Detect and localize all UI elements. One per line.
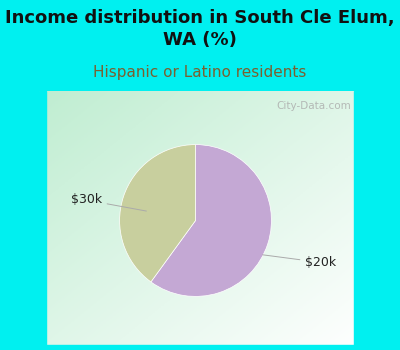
- Text: Hispanic or Latino residents: Hispanic or Latino residents: [93, 65, 307, 80]
- Bar: [354, 91, 361, 350]
- Text: $20k: $20k: [262, 255, 336, 269]
- Bar: [39, 91, 46, 350]
- Bar: [39, 345, 361, 350]
- Wedge shape: [151, 145, 272, 296]
- Text: $30k: $30k: [70, 194, 146, 211]
- Wedge shape: [120, 145, 196, 282]
- Text: City-Data.com: City-Data.com: [276, 102, 351, 111]
- Text: Income distribution in South Cle Elum,
WA (%): Income distribution in South Cle Elum, W…: [5, 9, 395, 49]
